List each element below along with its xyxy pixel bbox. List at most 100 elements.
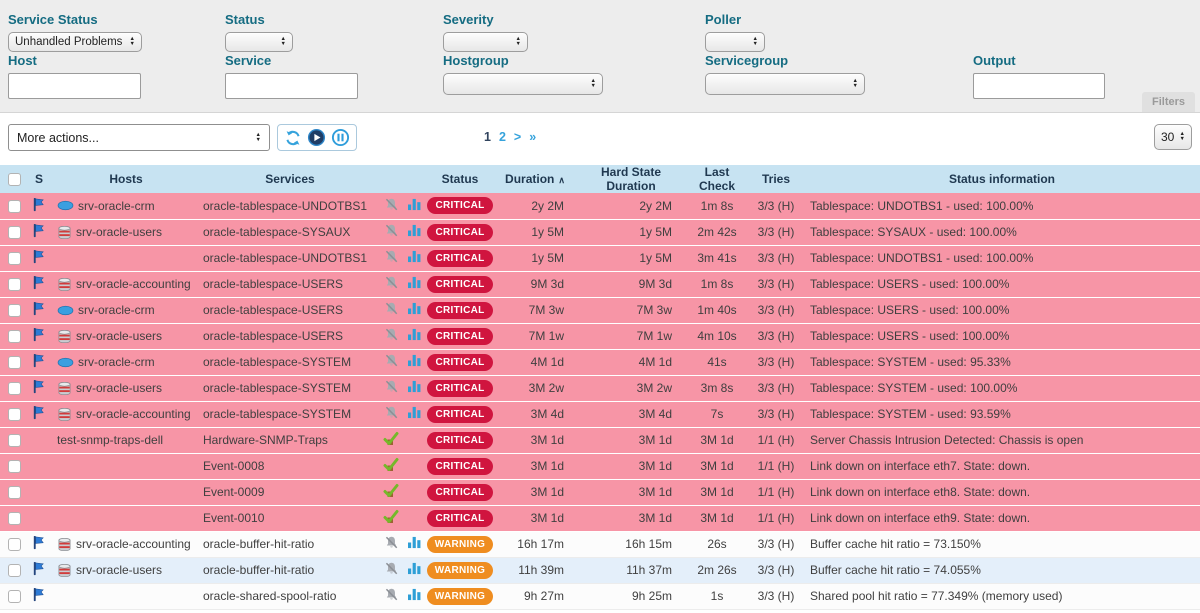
last-page-icon[interactable]: » — [529, 130, 537, 144]
row-checkbox[interactable] — [8, 486, 21, 500]
database-host-icon — [57, 563, 72, 578]
status-select[interactable]: ▲ ▼ — [225, 32, 293, 52]
host-link[interactable]: srv-oracle-users — [76, 563, 163, 577]
last-check-cell: 4m 10s — [686, 323, 748, 350]
flag-icon — [31, 353, 46, 368]
header-status-information[interactable]: Status information — [804, 165, 1200, 193]
header-tries[interactable]: Tries — [748, 165, 804, 193]
row-checkbox[interactable] — [8, 330, 21, 344]
filters-button[interactable]: Filters — [1141, 92, 1195, 112]
row-checkbox[interactable] — [8, 252, 21, 266]
row-checkbox[interactable] — [8, 512, 21, 526]
service-link[interactable]: oracle-tablespace-SYSTEM — [203, 355, 352, 369]
hard-state-duration-cell: 3M 2w — [576, 375, 686, 402]
output-input[interactable] — [973, 73, 1105, 99]
service-link[interactable]: oracle-buffer-hit-ratio — [203, 563, 315, 577]
chart-icon[interactable] — [407, 588, 422, 601]
service-link[interactable]: oracle-tablespace-USERS — [203, 277, 344, 291]
poller-select[interactable]: ▲ ▼ — [705, 32, 765, 52]
select-all-checkbox[interactable] — [8, 173, 21, 187]
row-checkbox[interactable] — [8, 304, 21, 318]
service-link[interactable]: oracle-buffer-hit-ratio — [203, 537, 315, 551]
row-checkbox[interactable] — [8, 226, 21, 240]
service-link[interactable]: oracle-tablespace-UNDOTBS1 — [203, 251, 368, 265]
page-size-select[interactable]: 30 ▲ ▼ — [1154, 124, 1192, 150]
host-link[interactable]: srv-oracle-crm — [78, 355, 155, 369]
row-checkbox[interactable] — [8, 382, 21, 396]
output-label: Output — [973, 53, 1016, 68]
header-last-check[interactable]: Last Check — [686, 165, 748, 193]
row-checkbox[interactable] — [8, 538, 21, 552]
play-button[interactable] — [306, 127, 327, 148]
service-link[interactable]: oracle-tablespace-USERS — [203, 329, 344, 343]
table-row: srv-oracle-crm oracle-tablespace-UNDOTBS… — [0, 193, 1200, 220]
host-link[interactable]: srv-oracle-crm — [78, 303, 155, 317]
host-link[interactable]: srv-oracle-users — [76, 225, 163, 239]
row-checkbox[interactable] — [8, 564, 21, 578]
service-link[interactable]: oracle-tablespace-UNDOTBS1 — [203, 198, 368, 213]
host-link[interactable]: srv-oracle-users — [76, 381, 163, 395]
service-link[interactable]: Event-0010 — [203, 511, 265, 525]
row-checkbox[interactable] — [8, 278, 21, 292]
select-arrows-icon: ▲ ▼ — [590, 78, 596, 89]
host-link[interactable]: test-snmp-traps-dell — [57, 433, 164, 447]
host-link[interactable]: srv-oracle-accounting — [76, 537, 191, 551]
chart-icon[interactable] — [407, 250, 422, 263]
more-actions-select[interactable]: More actions... ▲ ▼ — [8, 124, 270, 151]
row-checkbox[interactable] — [8, 590, 21, 604]
host-link[interactable]: srv-oracle-accounting — [76, 277, 191, 291]
service-link[interactable]: oracle-tablespace-SYSAUX — [203, 225, 351, 239]
status-label: Status — [225, 12, 265, 27]
row-checkbox[interactable] — [8, 460, 21, 474]
refresh-button[interactable] — [283, 128, 303, 148]
page-1-link[interactable]: 1 — [484, 130, 491, 144]
tries-cell: 3/3 (H) — [748, 401, 804, 428]
pause-button[interactable] — [330, 127, 351, 148]
service-link[interactable]: oracle-tablespace-SYSTEM — [203, 407, 352, 421]
severity-select[interactable]: ▲ ▼ — [443, 32, 528, 52]
chart-icon[interactable] — [407, 380, 422, 393]
row-checkbox[interactable] — [8, 408, 21, 422]
header-hard-state-duration[interactable]: Hard State Duration — [576, 165, 686, 193]
service-link[interactable]: oracle-tablespace-SYSTEM — [203, 381, 352, 395]
chart-icon[interactable] — [407, 302, 422, 315]
row-checkbox[interactable] — [8, 356, 21, 370]
service-status-select[interactable]: Unhandled Problems ▲ ▼ — [8, 32, 142, 52]
service-link[interactable]: oracle-shared-spool-ratio — [203, 589, 337, 603]
chart-icon[interactable] — [407, 198, 422, 211]
hostgroup-select[interactable]: ▲ ▼ — [443, 73, 603, 95]
table-row: srv-oracle-users oracle-buffer-hit-ratio — [0, 557, 1200, 584]
header-services[interactable]: Services — [200, 165, 380, 193]
host-link[interactable]: srv-oracle-crm — [78, 198, 155, 213]
last-check-cell: 3m 41s — [686, 245, 748, 272]
chart-icon[interactable] — [407, 536, 422, 549]
service-link[interactable]: Event-0009 — [203, 485, 265, 499]
page-2-link[interactable]: 2 — [498, 130, 506, 144]
header-duration[interactable]: Duration ∧ — [494, 165, 576, 193]
chart-icon[interactable] — [407, 562, 422, 575]
chart-icon[interactable] — [407, 328, 422, 341]
header-s[interactable]: S — [26, 165, 52, 193]
flag-icon — [31, 535, 46, 550]
host-link[interactable]: srv-oracle-accounting — [76, 407, 191, 421]
select-arrows-icon: ▲ ▼ — [1179, 131, 1185, 142]
row-checkbox[interactable] — [8, 434, 21, 448]
header-status[interactable]: Status — [426, 165, 494, 193]
host-link[interactable]: srv-oracle-users — [76, 329, 163, 343]
service-link[interactable]: oracle-tablespace-USERS — [203, 303, 344, 317]
header-hosts[interactable]: Hosts — [52, 165, 200, 193]
chart-icon[interactable] — [407, 224, 422, 237]
host-input[interactable] — [8, 73, 141, 99]
last-check-cell: 3M 1d — [686, 427, 748, 454]
next-page-icon[interactable]: > — [513, 130, 522, 144]
servicegroup-select[interactable]: ▲ ▼ — [705, 73, 865, 95]
service-input[interactable] — [225, 73, 358, 99]
row-checkbox[interactable] — [8, 199, 21, 213]
service-link[interactable]: Event-0008 — [203, 459, 265, 473]
last-check-cell: 3m 8s — [686, 375, 748, 402]
service-link[interactable]: Hardware-SNMP-Traps — [203, 433, 328, 447]
chart-icon[interactable] — [407, 276, 422, 289]
status-badge: CRITICAL — [427, 353, 493, 371]
chart-icon[interactable] — [407, 354, 422, 367]
chart-icon[interactable] — [407, 406, 422, 419]
